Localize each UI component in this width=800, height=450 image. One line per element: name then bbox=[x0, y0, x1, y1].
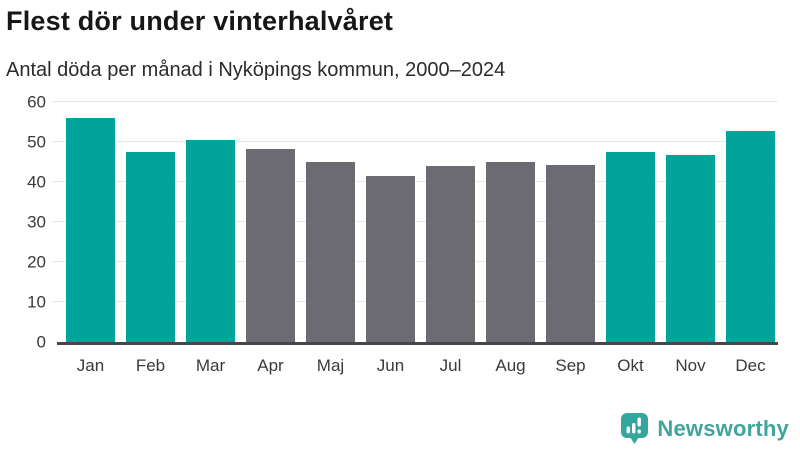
x-label-dec: Dec bbox=[735, 356, 766, 375]
gridline-20 bbox=[53, 261, 778, 262]
bar-jul bbox=[426, 166, 475, 342]
bar-dec bbox=[726, 130, 775, 342]
bars-group bbox=[66, 105, 775, 342]
x-label-nov: Nov bbox=[675, 356, 706, 375]
plot-area: 0 10 20 30 40 50 60 bbox=[27, 94, 778, 351]
logo-text: Newsworthy bbox=[657, 415, 789, 441]
y-tick-label-30: 30 bbox=[27, 212, 46, 232]
bar-okt bbox=[606, 152, 655, 342]
bar-chart-speech-bubble-icon bbox=[620, 412, 650, 445]
bar-aug bbox=[486, 162, 535, 342]
x-label-okt: Okt bbox=[617, 356, 644, 375]
bar-sep bbox=[546, 164, 595, 342]
bar-apr bbox=[246, 149, 295, 342]
x-label-feb: Feb bbox=[135, 356, 166, 375]
newsworthy-logo: Newsworthy bbox=[620, 412, 789, 445]
bar-chart: 0 10 20 30 40 50 60 Jan Feb Mar Apr Maj Jun Jul Aug Se… bbox=[0, 94, 800, 376]
y-tick-label-0: 0 bbox=[36, 332, 46, 352]
x-label-jan: Jan bbox=[76, 356, 105, 375]
bar-feb bbox=[126, 152, 175, 342]
x-label-sep: Sep bbox=[555, 356, 586, 375]
bar-jan bbox=[66, 117, 115, 342]
x-axis-labels: Jan Feb Mar Apr Maj Jun Jul Aug Sep Okt Nov Dec bbox=[66, 345, 800, 376]
chart-header: Flest dör under vinterhalvåret Antal död… bbox=[0, 0, 800, 82]
x-label-apr: Apr bbox=[257, 356, 284, 375]
bar-jun bbox=[366, 175, 415, 342]
chart-title: Flest dör under vinterhalvåret bbox=[6, 6, 394, 36]
bar-nov bbox=[666, 154, 715, 342]
bar-mar bbox=[186, 139, 235, 342]
chart-subtitle: Antal döda per månad i Nyköpings kommun,… bbox=[6, 59, 506, 81]
y-tick-label-60: 60 bbox=[27, 92, 46, 112]
gridline-10 bbox=[53, 301, 778, 302]
gridline-50 bbox=[53, 141, 778, 142]
gridline-60 bbox=[53, 101, 778, 102]
x-label-jun: Jun bbox=[376, 356, 405, 375]
y-tick-label-40: 40 bbox=[27, 172, 46, 192]
x-label-maj: Maj bbox=[316, 356, 345, 375]
gridline-30 bbox=[53, 221, 778, 222]
x-label-mar: Mar bbox=[195, 356, 226, 375]
y-tick-label-50: 50 bbox=[27, 132, 46, 152]
bar-maj bbox=[306, 162, 355, 342]
y-tick-label-20: 20 bbox=[27, 252, 46, 272]
gridline-40 bbox=[53, 181, 778, 182]
y-tick-label-10: 10 bbox=[27, 292, 46, 312]
x-label-jul: Jul bbox=[439, 356, 462, 375]
x-label-aug: Aug bbox=[495, 356, 526, 375]
